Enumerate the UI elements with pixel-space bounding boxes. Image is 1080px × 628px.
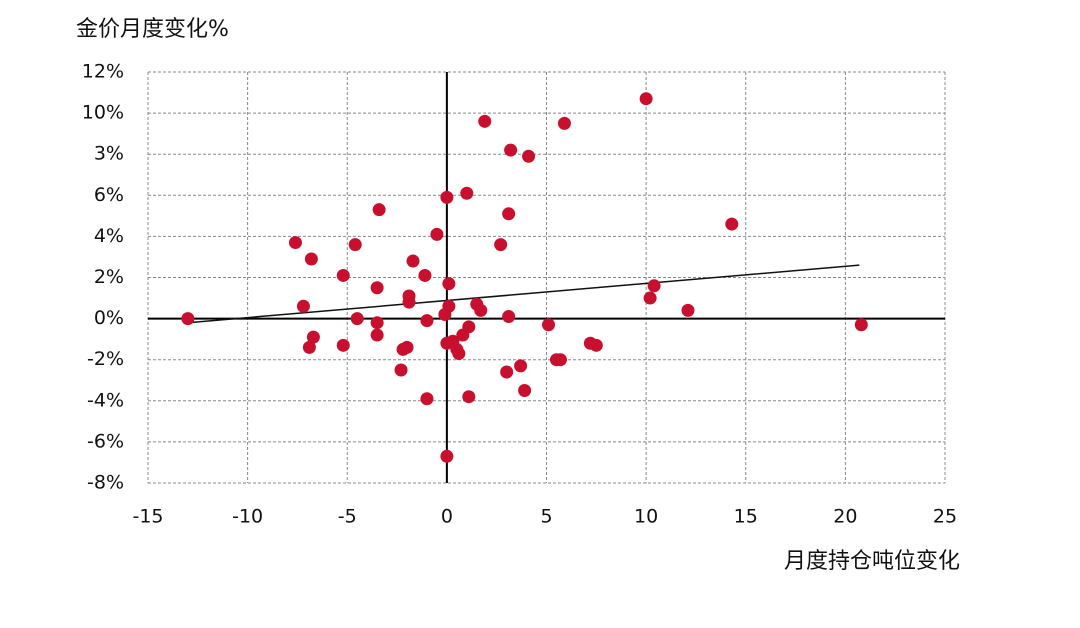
point <box>541 318 555 332</box>
point <box>478 114 492 128</box>
point <box>418 268 432 282</box>
point <box>406 254 420 268</box>
point <box>504 143 518 157</box>
x-tick-label: 20 <box>833 506 857 528</box>
point <box>350 312 364 326</box>
x-tick-label: -5 <box>338 506 357 528</box>
point <box>647 279 661 293</box>
point <box>589 338 603 352</box>
point <box>402 295 416 309</box>
x-tick-label: -15 <box>132 506 163 528</box>
y-axis-title: 金价月度变化% <box>76 17 229 42</box>
point <box>500 365 514 379</box>
point <box>370 281 384 295</box>
point <box>420 392 434 406</box>
y-tick-label: -4% <box>87 389 124 411</box>
point <box>440 190 454 204</box>
point <box>460 186 474 200</box>
point <box>400 340 414 354</box>
point <box>348 238 362 252</box>
point <box>430 227 444 241</box>
x-axis-title: 月度持仓吨位变化 <box>784 549 960 574</box>
point <box>336 338 350 352</box>
point <box>442 299 456 313</box>
point <box>681 303 695 317</box>
point <box>288 236 302 250</box>
point <box>420 314 434 328</box>
point <box>514 359 528 373</box>
point <box>296 299 310 313</box>
y-tick-label: 10% <box>82 102 124 124</box>
point <box>474 303 488 317</box>
point <box>372 203 386 217</box>
x-tick-label: 25 <box>933 506 957 528</box>
y-tick-label: -2% <box>87 348 124 370</box>
trendline <box>187 264 860 324</box>
point <box>725 217 739 231</box>
point <box>553 353 567 367</box>
y-tick-label: 6% <box>94 184 124 206</box>
point <box>854 318 868 332</box>
x-tick-label: 10 <box>634 506 658 528</box>
point <box>502 207 516 221</box>
point <box>494 238 508 252</box>
y-tick-label: -6% <box>87 430 124 452</box>
point <box>518 384 532 398</box>
y-tick-label: 12% <box>82 61 124 83</box>
point <box>304 252 318 266</box>
x-tick-label: -10 <box>232 506 263 528</box>
point <box>394 363 408 377</box>
point <box>306 330 320 344</box>
x-tick-label: 0 <box>441 506 453 528</box>
y-tick-label: 3% <box>94 143 124 165</box>
point <box>442 277 456 291</box>
point <box>370 316 384 330</box>
point <box>452 347 466 361</box>
point <box>302 340 316 354</box>
point <box>336 268 350 282</box>
y-tick-label: 4% <box>94 225 124 247</box>
point <box>522 149 536 163</box>
y-tick-label: -8% <box>87 472 124 494</box>
point <box>370 328 384 342</box>
point <box>181 312 195 326</box>
y-tick-label: 2% <box>94 266 124 288</box>
point <box>502 310 516 324</box>
point <box>462 390 476 404</box>
point <box>639 92 653 106</box>
y-tick-label: 0% <box>94 307 124 329</box>
x-tick-label: 15 <box>734 506 758 528</box>
point <box>643 291 657 305</box>
point <box>557 116 571 130</box>
point <box>440 449 454 463</box>
x-tick-label: 5 <box>540 506 552 528</box>
point <box>462 320 476 334</box>
